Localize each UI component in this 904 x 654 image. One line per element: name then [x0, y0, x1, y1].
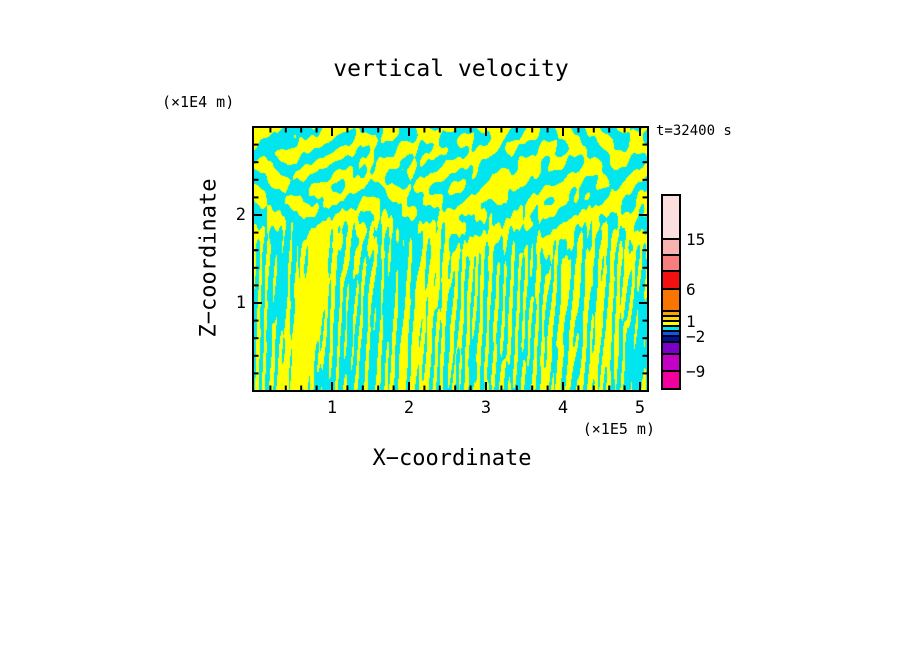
colorbar-segment-13	[662, 371, 680, 389]
y-tick-label-2: 2	[220, 205, 246, 225]
x-tick-label-4: 4	[551, 398, 575, 418]
y-axis-title: Z−coordinate	[197, 179, 222, 338]
x-tick-label-2: 2	[397, 398, 421, 418]
x-tick-label-5: 5	[628, 398, 652, 418]
colorbar-segment-11	[662, 342, 680, 354]
colorbar-segment-3	[662, 271, 680, 289]
y-axis-unit-label: (×1E4 m)	[162, 93, 234, 111]
colorbar	[660, 194, 682, 392]
colorbar-label-15: 15	[686, 230, 730, 249]
chart-title: vertical velocity	[333, 56, 568, 82]
x-axis-title: X−coordinate	[373, 446, 532, 471]
colorbar-segment-2	[662, 255, 680, 271]
x-axis-unit-label: (×1E5 m)	[505, 420, 655, 438]
figure-canvas: vertical velocity (×1E4 m) t=32400 s Z−c…	[0, 0, 904, 654]
colorbar-segment-4	[662, 289, 680, 311]
colorbar-label-−9: −9	[686, 362, 730, 381]
axis-ticks	[254, 128, 647, 390]
y-tick-label-1: 1	[220, 293, 246, 313]
time-annotation: t=32400 s	[656, 123, 732, 139]
colorbar-label-6: 6	[686, 280, 730, 299]
colorbar-segment-1	[662, 239, 680, 255]
plot-area	[252, 126, 649, 392]
colorbar-segment-12	[662, 354, 680, 371]
colorbar-segment-0	[662, 195, 680, 239]
x-tick-label-1: 1	[320, 398, 344, 418]
colorbar-label-−2: −2	[686, 327, 730, 346]
x-tick-label-3: 3	[474, 398, 498, 418]
